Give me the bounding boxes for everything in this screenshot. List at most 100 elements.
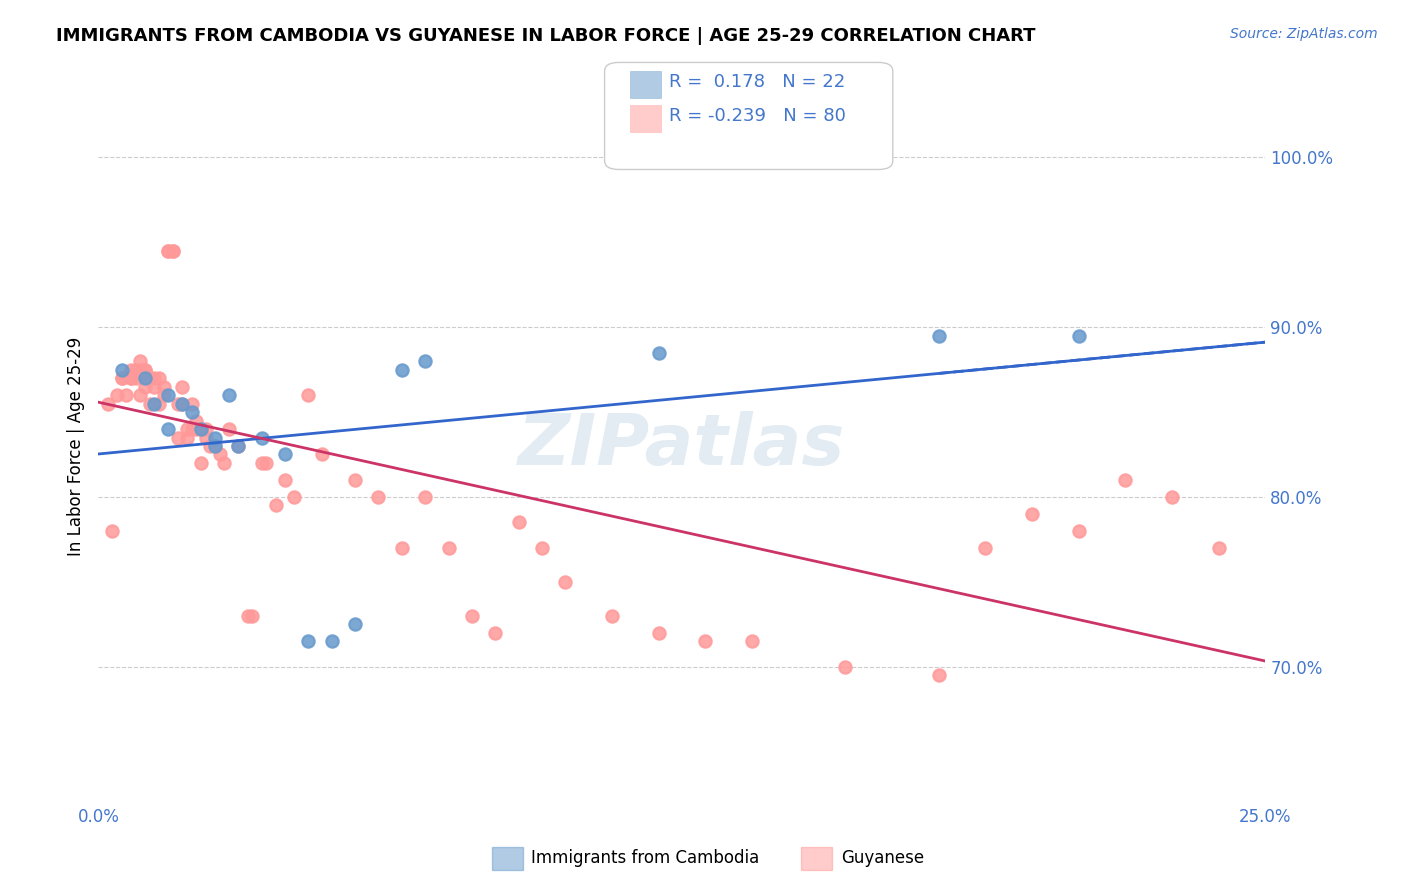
Point [928, 668, 950, 682]
Point [157, 244, 180, 258]
Point [190, 456, 212, 470]
Point [148, 371, 170, 385]
Text: IMMIGRANTS FROM CAMBODIA VS GUYANESE IN LABOR FORCE | AGE 25-29 CORRELATION CHAR: IMMIGRANTS FROM CAMBODIA VS GUYANESE IN … [56, 27, 1036, 45]
Text: Guyanese: Guyanese [841, 849, 924, 867]
Point [176, 430, 198, 444]
Point [204, 439, 226, 453]
Point [437, 541, 460, 555]
Point [311, 448, 333, 462]
Point [208, 448, 231, 462]
Point [554, 574, 576, 589]
Point [218, 388, 240, 402]
Point [367, 490, 389, 504]
Point [105, 388, 128, 402]
Point [250, 456, 273, 470]
Point [391, 541, 413, 555]
Point [190, 422, 212, 436]
Point [139, 371, 162, 385]
Point [834, 660, 856, 674]
Point [152, 379, 174, 393]
Point [194, 430, 217, 444]
Point [152, 388, 174, 402]
Point [157, 422, 180, 436]
Point [228, 439, 250, 453]
Point [274, 473, 297, 487]
Point [162, 244, 184, 258]
Point [741, 634, 763, 648]
Point [111, 371, 134, 385]
Point [484, 626, 506, 640]
Point [600, 608, 623, 623]
Text: R =  0.178   N = 22: R = 0.178 N = 22 [669, 73, 845, 91]
Point [176, 422, 198, 436]
Point [461, 608, 484, 623]
Point [647, 626, 669, 640]
Point [974, 541, 997, 555]
Point [413, 354, 436, 368]
Point [1161, 490, 1184, 504]
Point [180, 422, 202, 436]
Point [214, 456, 236, 470]
Point [236, 608, 259, 623]
Point [647, 345, 669, 359]
Point [297, 634, 319, 648]
Point [200, 439, 222, 453]
Point [172, 396, 194, 410]
Point [204, 439, 226, 453]
Point [283, 490, 305, 504]
Point [120, 371, 142, 385]
Point [134, 371, 156, 385]
Point [148, 396, 170, 410]
Point [143, 371, 166, 385]
Point [134, 362, 156, 376]
Point [508, 516, 530, 530]
Point [186, 413, 208, 427]
Point [172, 379, 194, 393]
Point [413, 490, 436, 504]
Point [97, 396, 120, 410]
Point [391, 362, 413, 376]
Point [125, 371, 148, 385]
Point [218, 422, 240, 436]
Point [321, 634, 343, 648]
Point [115, 388, 138, 402]
Point [928, 328, 950, 343]
Point [157, 388, 180, 402]
Point [157, 244, 180, 258]
Point [530, 541, 553, 555]
Point [264, 499, 287, 513]
Point [180, 405, 202, 419]
Point [120, 362, 142, 376]
Point [166, 396, 188, 410]
Point [1208, 541, 1230, 555]
Point [129, 388, 152, 402]
Point [134, 362, 156, 376]
Text: Immigrants from Cambodia: Immigrants from Cambodia [531, 849, 759, 867]
Point [143, 396, 166, 410]
Y-axis label: In Labor Force | Age 25-29: In Labor Force | Age 25-29 [66, 336, 84, 556]
Point [1114, 473, 1136, 487]
Point [129, 362, 152, 376]
Point [111, 371, 134, 385]
Point [344, 617, 367, 632]
Point [190, 422, 212, 436]
Point [143, 379, 166, 393]
Point [194, 422, 217, 436]
Point [129, 354, 152, 368]
Point [695, 634, 717, 648]
Point [172, 396, 194, 410]
Point [228, 439, 250, 453]
Point [125, 362, 148, 376]
Point [101, 524, 124, 538]
Point [1067, 328, 1090, 343]
Point [297, 388, 319, 402]
Text: R = -0.239   N = 80: R = -0.239 N = 80 [669, 107, 846, 125]
Point [186, 422, 208, 436]
Point [250, 430, 273, 444]
Point [1067, 524, 1090, 538]
Point [162, 244, 184, 258]
Point [139, 396, 162, 410]
Point [1021, 507, 1043, 521]
Point [111, 362, 134, 376]
Point [256, 456, 278, 470]
